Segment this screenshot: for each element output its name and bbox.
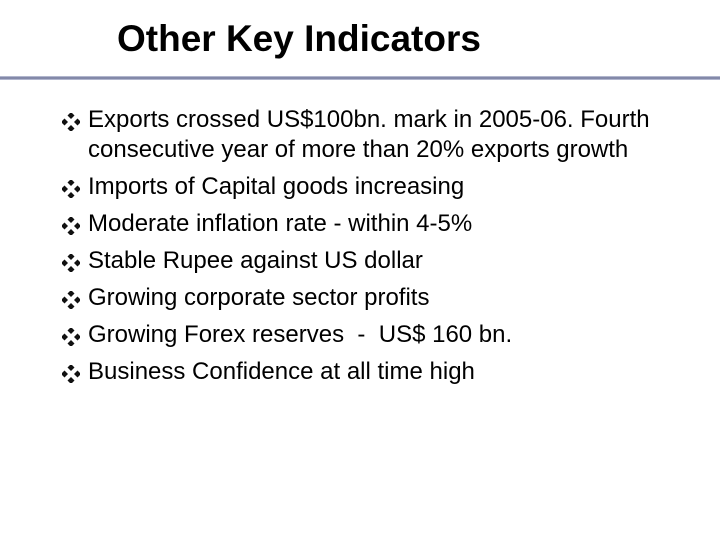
bullet-item: Business Confidence at all time high bbox=[62, 357, 668, 387]
bullet-diamond bbox=[74, 222, 80, 230]
bullet-diamond bbox=[62, 222, 68, 230]
bullet-diamond bbox=[74, 370, 80, 378]
bullet-icon bbox=[62, 254, 80, 272]
bullet-item: Growing Forex reserves - US$ 160 bn. bbox=[62, 320, 668, 350]
bullet-diamond bbox=[62, 296, 68, 304]
bullet-diamond bbox=[67, 291, 75, 297]
bullet-item: Stable Rupee against US dollar bbox=[62, 246, 668, 276]
bullet-diamond bbox=[67, 192, 75, 198]
bullet-text: Exports crossed US$100bn. mark in 2005-0… bbox=[88, 106, 657, 163]
bullet-text: Moderate inflation rate - within 4-5% bbox=[88, 210, 473, 237]
bullet-icon bbox=[62, 328, 80, 346]
title-rule bbox=[0, 76, 720, 80]
bullet-item: Moderate inflation rate - within 4-5% bbox=[62, 209, 668, 239]
bullet-diamond bbox=[62, 118, 68, 126]
bullet-diamond bbox=[67, 328, 75, 334]
bullet-text: Growing corporate sector profits bbox=[88, 284, 430, 311]
bullet-list: Exports crossed US$100bn. mark in 2005-0… bbox=[62, 105, 668, 394]
bullet-icon bbox=[62, 365, 80, 383]
bullet-diamond bbox=[74, 259, 80, 267]
bullet-diamond bbox=[74, 296, 80, 304]
bullet-item: Imports of Capital goods increasing bbox=[62, 172, 668, 202]
bullet-diamond bbox=[67, 377, 75, 383]
bullet-diamond bbox=[74, 333, 80, 341]
bullet-icon bbox=[62, 217, 80, 235]
bullet-diamond bbox=[74, 118, 80, 126]
bullet-diamond bbox=[62, 370, 68, 378]
bullet-diamond bbox=[67, 180, 75, 186]
bullet-diamond bbox=[67, 266, 75, 272]
bullet-item: Growing corporate sector profits bbox=[62, 283, 668, 313]
bullet-diamond bbox=[67, 113, 75, 119]
bullet-diamond bbox=[62, 259, 68, 267]
bullet-icon bbox=[62, 291, 80, 309]
bullet-diamond bbox=[67, 217, 75, 223]
bullet-diamond bbox=[67, 125, 75, 131]
bullet-text: Growing Forex reserves - US$ 160 bn. bbox=[88, 321, 513, 348]
bullet-diamond bbox=[74, 185, 80, 193]
bullet-diamond bbox=[67, 365, 75, 371]
slide-title: Other Key Indicators bbox=[117, 18, 481, 59]
bullet-text: Stable Rupee against US dollar bbox=[88, 247, 423, 274]
bullet-diamond bbox=[67, 303, 75, 309]
bullet-diamond bbox=[67, 254, 75, 260]
bullet-text: Business Confidence at all time high bbox=[88, 358, 475, 385]
bullet-diamond bbox=[62, 333, 68, 341]
bullet-icon bbox=[62, 180, 80, 198]
bullet-text: Imports of Capital goods increasing bbox=[88, 173, 465, 200]
bullet-item: Exports crossed US$100bn. mark in 2005-0… bbox=[62, 105, 668, 165]
bullet-icon bbox=[62, 113, 80, 131]
bullet-diamond bbox=[67, 229, 75, 235]
bullet-diamond bbox=[62, 185, 68, 193]
bullet-diamond bbox=[67, 340, 75, 346]
